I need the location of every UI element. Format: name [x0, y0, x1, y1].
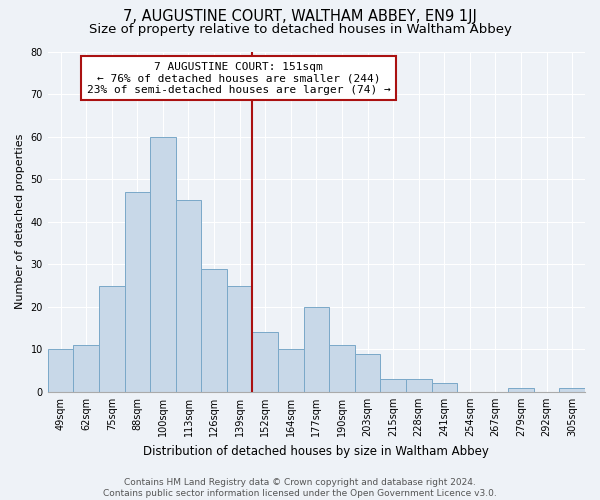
Bar	[48, 350, 73, 392]
Bar	[508, 388, 534, 392]
Y-axis label: Number of detached properties: Number of detached properties	[15, 134, 25, 310]
X-axis label: Distribution of detached houses by size in Waltham Abbey: Distribution of detached houses by size …	[143, 444, 490, 458]
Bar	[559, 388, 585, 392]
Bar	[406, 379, 431, 392]
Bar	[176, 200, 201, 392]
Bar	[227, 286, 253, 392]
Text: Size of property relative to detached houses in Waltham Abbey: Size of property relative to detached ho…	[89, 22, 511, 36]
Bar	[73, 345, 99, 392]
Bar	[99, 286, 125, 392]
Bar	[150, 136, 176, 392]
Bar	[380, 379, 406, 392]
Bar	[278, 350, 304, 392]
Bar	[431, 384, 457, 392]
Bar	[355, 354, 380, 392]
Bar	[329, 345, 355, 392]
Bar	[201, 268, 227, 392]
Bar	[125, 192, 150, 392]
Text: 7 AUGUSTINE COURT: 151sqm
← 76% of detached houses are smaller (244)
23% of semi: 7 AUGUSTINE COURT: 151sqm ← 76% of detac…	[86, 62, 391, 95]
Bar	[253, 332, 278, 392]
Bar	[304, 307, 329, 392]
Text: 7, AUGUSTINE COURT, WALTHAM ABBEY, EN9 1JJ: 7, AUGUSTINE COURT, WALTHAM ABBEY, EN9 1…	[123, 9, 477, 24]
Text: Contains HM Land Registry data © Crown copyright and database right 2024.
Contai: Contains HM Land Registry data © Crown c…	[103, 478, 497, 498]
